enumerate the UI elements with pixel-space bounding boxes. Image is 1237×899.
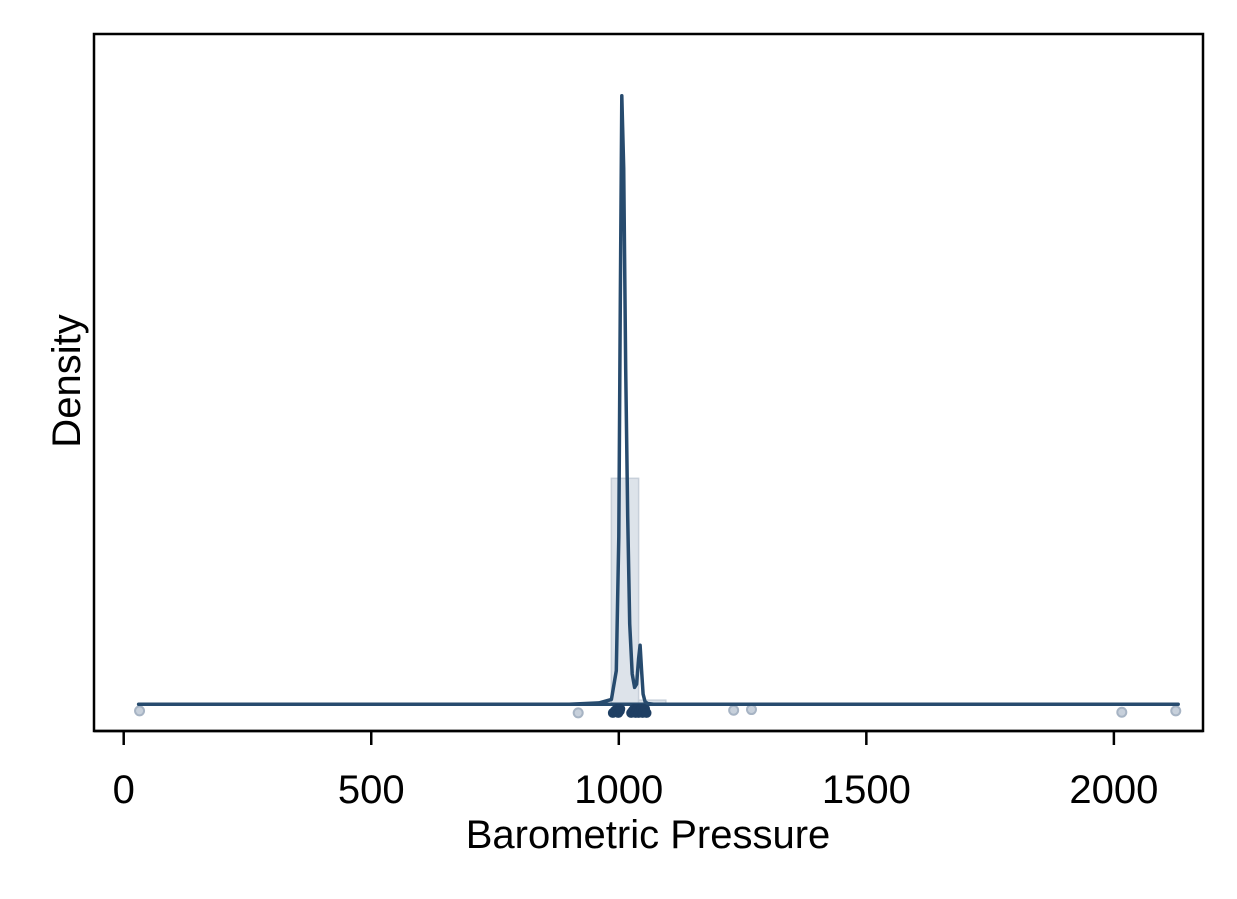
outlier-point: [728, 704, 740, 716]
plot-background: [94, 34, 1203, 731]
outlier-point: [572, 707, 584, 719]
outlier-point: [1116, 706, 1128, 718]
outlier-point: [134, 705, 146, 717]
y-axis-title: Density: [45, 314, 89, 447]
x-axis: 0 500 1000 1500 2000: [94, 729, 1203, 812]
x-axis-title: Barometric Pressure: [466, 813, 831, 857]
density-curve: [136, 93, 1180, 706]
x-tick-label: 2000: [1069, 768, 1158, 812]
outlier-point: [745, 704, 757, 716]
rug-point: [641, 707, 652, 718]
x-tick-label: 1500: [822, 768, 911, 812]
density-curve-line: [136, 93, 1180, 706]
x-tick-label: 500: [338, 768, 405, 812]
x-tick-label: 1000: [574, 768, 663, 812]
rug-marks: [607, 703, 652, 718]
outlier-point: [1170, 705, 1182, 717]
rug-point: [615, 703, 626, 714]
x-tick-label: 0: [113, 768, 135, 812]
